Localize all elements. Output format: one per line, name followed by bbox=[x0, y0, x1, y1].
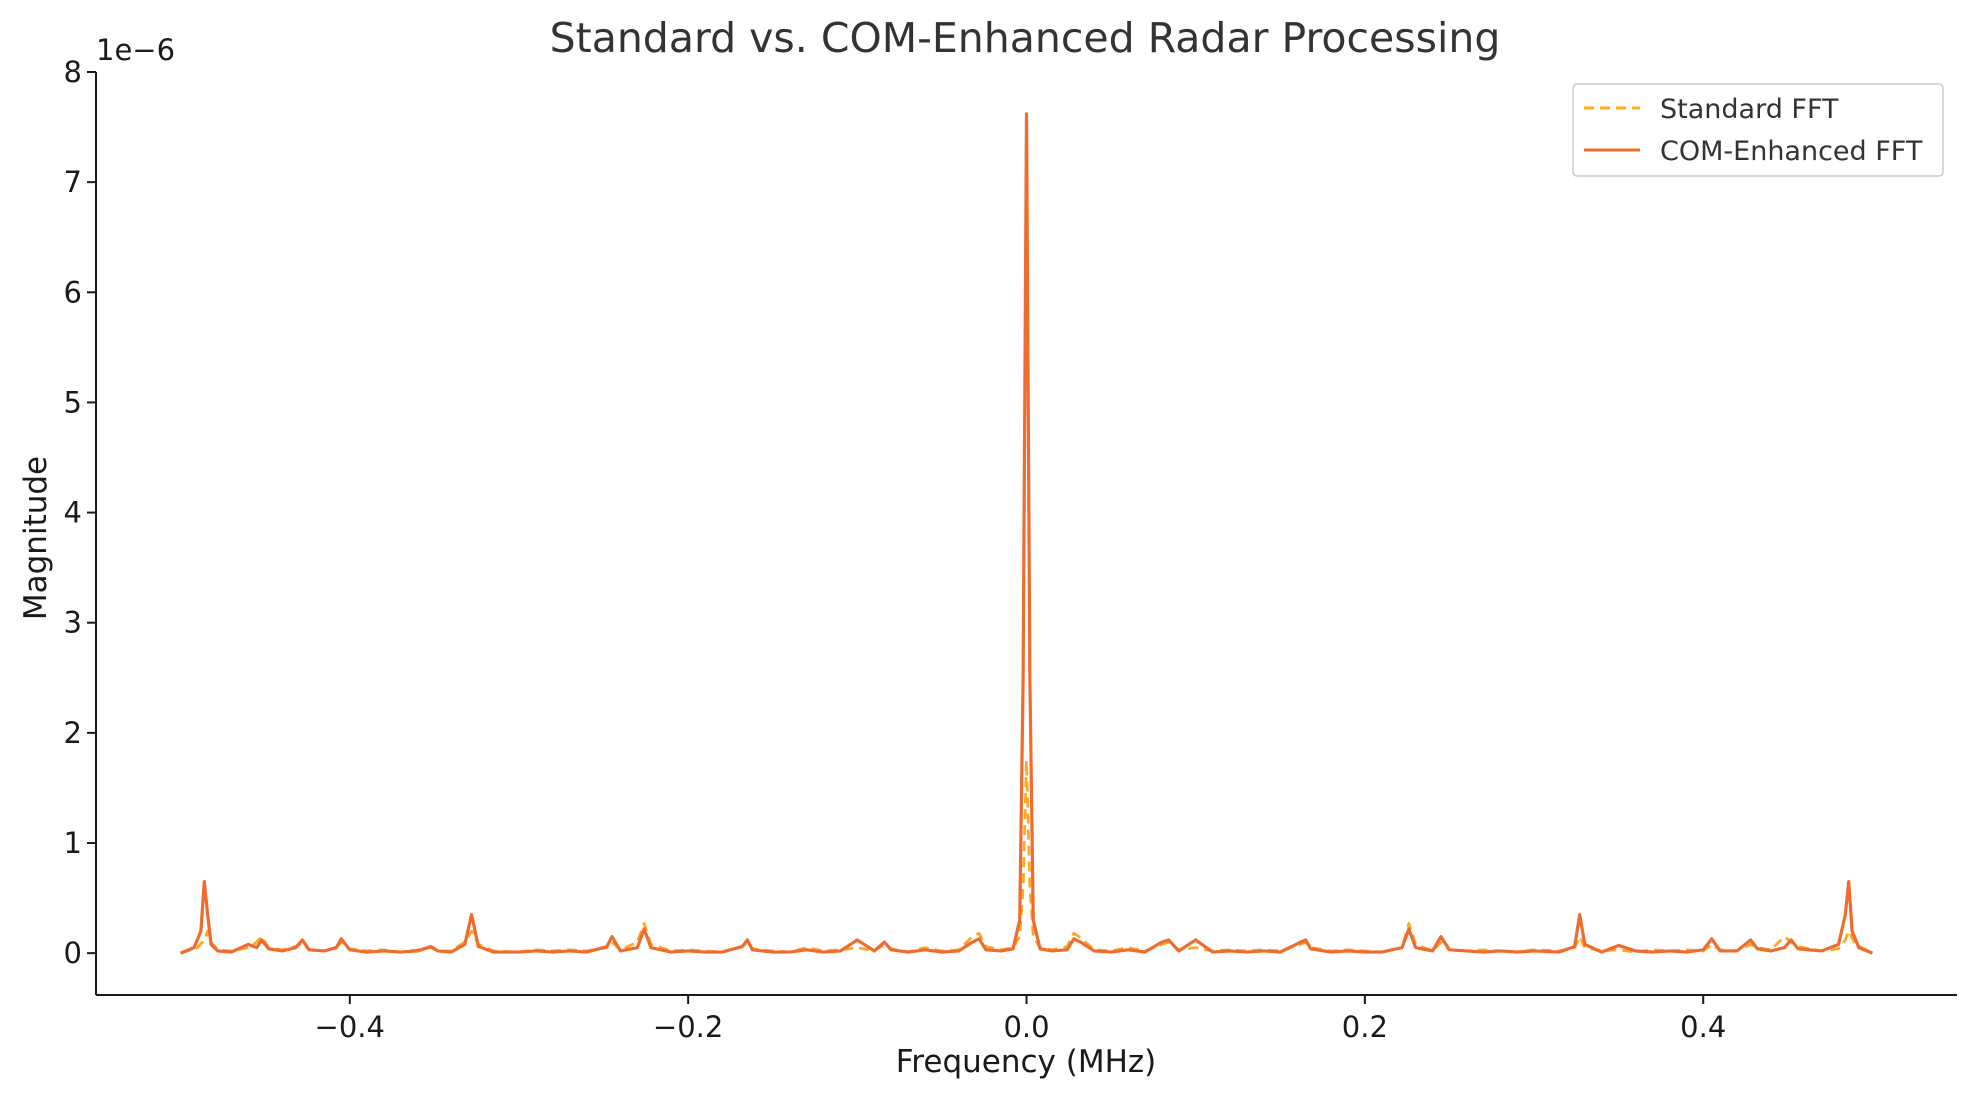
legend-label-standard-fft: Standard FFT bbox=[1660, 94, 1839, 125]
x-axis-label: Frequency (MHz) bbox=[896, 1044, 1157, 1080]
x-tick-label: −0.4 bbox=[315, 1010, 385, 1044]
chart-title: Standard vs. COM-Enhanced Radar Processi… bbox=[550, 14, 1501, 62]
y-axis-label: Magnitude bbox=[18, 456, 54, 620]
x-tick-label: 0.2 bbox=[1342, 1010, 1388, 1044]
y-tick-label: 8 bbox=[64, 55, 82, 89]
y-tick-label: 7 bbox=[64, 165, 82, 199]
x-tick-label: −0.2 bbox=[653, 1010, 723, 1044]
ticks-layer: −0.4 −0.2 0.0 0.2 0.4 0 1 2 3 4 5 6 7 8 bbox=[64, 55, 1727, 1044]
y-tick-label: 4 bbox=[64, 496, 82, 530]
x-tick-label: 0.0 bbox=[1003, 1010, 1049, 1044]
y-tick-label: 1 bbox=[64, 826, 82, 860]
series-line-com-enhanced-fft bbox=[179, 112, 1874, 955]
y-tick-label: 5 bbox=[64, 385, 82, 419]
series-line-standard-fft bbox=[180, 758, 1874, 955]
legend-label-com-enhanced-fft: COM-Enhanced FFT bbox=[1660, 136, 1923, 167]
y-tick-label: 0 bbox=[64, 936, 82, 970]
legend-box bbox=[1572, 83, 1944, 177]
y-tick-label: 2 bbox=[64, 716, 82, 750]
y-tick-label: 6 bbox=[64, 275, 82, 309]
x-tick-label: 0.4 bbox=[1680, 1010, 1726, 1044]
legend: Standard FFT COM-Enhanced FFT bbox=[1572, 83, 1944, 177]
y-offset-text: 1e−6 bbox=[96, 33, 175, 67]
y-tick-label: 3 bbox=[64, 606, 82, 640]
series-layer bbox=[179, 112, 1874, 955]
